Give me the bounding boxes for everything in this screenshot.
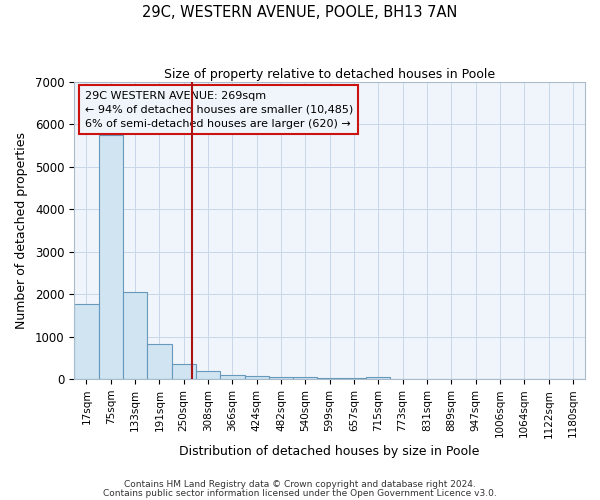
Bar <box>147 344 172 379</box>
Text: 29C WESTERN AVENUE: 269sqm
← 94% of detached houses are smaller (10,485)
6% of s: 29C WESTERN AVENUE: 269sqm ← 94% of deta… <box>85 90 353 128</box>
Title: Size of property relative to detached houses in Poole: Size of property relative to detached ho… <box>164 68 495 80</box>
Bar <box>245 376 269 379</box>
Bar <box>317 378 342 379</box>
Bar <box>123 292 147 379</box>
Text: 29C, WESTERN AVENUE, POOLE, BH13 7AN: 29C, WESTERN AVENUE, POOLE, BH13 7AN <box>142 5 458 20</box>
Bar <box>293 377 317 379</box>
Text: Contains HM Land Registry data © Crown copyright and database right 2024.: Contains HM Land Registry data © Crown c… <box>124 480 476 489</box>
Bar <box>98 135 123 379</box>
Bar <box>74 304 98 379</box>
Bar <box>269 376 293 379</box>
Bar <box>220 374 245 379</box>
X-axis label: Distribution of detached houses by size in Poole: Distribution of detached houses by size … <box>179 444 480 458</box>
Text: Contains public sector information licensed under the Open Government Licence v3: Contains public sector information licen… <box>103 488 497 498</box>
Y-axis label: Number of detached properties: Number of detached properties <box>15 132 28 329</box>
Bar <box>342 378 366 379</box>
Bar <box>196 370 220 379</box>
Bar <box>172 364 196 379</box>
Bar <box>366 376 391 379</box>
